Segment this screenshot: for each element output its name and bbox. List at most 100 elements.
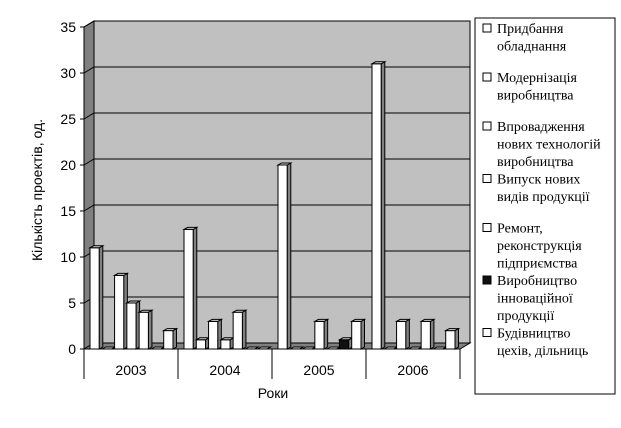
bar-top	[161, 328, 179, 332]
bar-group	[161, 327, 179, 350]
legend-item: Випуск нових видів продукції	[482, 173, 590, 205]
y-tick-label: 5	[68, 295, 76, 311]
bar	[420, 320, 431, 350]
bar	[195, 339, 207, 350]
bar	[89, 247, 100, 350]
y-axis-title: Кількість проектів, од.	[29, 119, 45, 261]
bar	[163, 330, 174, 350]
bar-side	[98, 244, 104, 350]
bar-side	[429, 318, 435, 350]
bar-top	[137, 309, 154, 313]
legend-label: обладнання	[497, 40, 567, 55]
legend-label: продукції	[497, 309, 554, 324]
y-tick-label: 0	[68, 341, 76, 357]
chart-walls	[82, 20, 472, 350]
bar	[126, 302, 137, 350]
y-tick-label: 20	[60, 157, 76, 173]
gridline	[83, 204, 470, 212]
bar-top	[112, 272, 130, 276]
bar-group	[419, 318, 436, 350]
legend-label: підприємства	[497, 257, 578, 272]
legend-item: Будівництво цехів, дільниць	[482, 327, 588, 359]
x-tick-label: 2005	[303, 362, 334, 378]
bar	[338, 339, 350, 350]
bar-group	[194, 336, 211, 350]
bar-group	[88, 244, 105, 350]
legend-label: Впровадження	[497, 120, 585, 135]
bar-group	[218, 336, 236, 350]
bar-top	[276, 162, 293, 166]
bar-top	[394, 318, 412, 322]
legend-swatch	[482, 174, 492, 183]
bar	[220, 339, 231, 350]
legend-label: Придбання	[497, 22, 564, 37]
bar-side	[147, 309, 153, 350]
legend-label: Будівництво	[497, 327, 571, 342]
bar-group	[182, 226, 199, 350]
legend-swatch	[482, 121, 492, 131]
bar-top	[182, 226, 199, 230]
legend-label: Випуск нових	[497, 173, 580, 188]
bar-side	[241, 309, 247, 350]
legend-label: Ремонт,	[497, 222, 543, 237]
y-tick-label: 15	[60, 203, 76, 219]
legend-item: Модернізація виробництва	[482, 71, 578, 104]
bar-side	[454, 327, 459, 350]
legend-item: Ремонт, реконструкція підприємства	[482, 222, 582, 272]
legend-label: цехів, дільниць	[497, 344, 588, 359]
bar	[314, 320, 325, 350]
bar-side	[192, 226, 198, 350]
gridline	[83, 66, 470, 74]
bar	[445, 330, 456, 350]
y-tick-label: 35	[60, 19, 76, 35]
bar-group	[137, 309, 154, 350]
gridline	[83, 20, 470, 28]
bar-group	[337, 336, 355, 350]
legend-label: інноваційної	[497, 292, 573, 307]
bar	[183, 228, 194, 350]
bar-side	[360, 318, 365, 350]
legend-swatch	[482, 328, 492, 337]
x-tick-label: 2003	[115, 362, 146, 378]
bar-group	[443, 327, 461, 350]
bar	[351, 320, 362, 350]
bar-side	[286, 162, 292, 350]
legend-label: реконструкція	[497, 239, 582, 254]
bar	[138, 311, 149, 350]
legend-label: виробництва	[497, 89, 574, 104]
legend: Придбання обладнання Модернізація виробницт…	[474, 17, 616, 395]
legend-item: Впровадження нових технологій виробництва	[482, 120, 601, 170]
bar	[208, 320, 219, 350]
legend-item: Придбання обладнання	[482, 22, 567, 55]
bar-group	[276, 162, 293, 350]
bar-group	[349, 318, 367, 350]
bar-group	[312, 318, 330, 350]
bar	[232, 311, 243, 350]
y-tick-label: 10	[60, 249, 76, 265]
bar	[277, 164, 288, 350]
bar-group	[124, 300, 142, 350]
legend-label: нових технологій	[497, 138, 601, 153]
bar-top	[88, 245, 105, 249]
legend-swatch	[482, 23, 492, 33]
bar-top	[312, 318, 330, 322]
bar-side	[380, 60, 386, 350]
legend-swatch	[482, 223, 492, 232]
bar-group	[370, 60, 387, 350]
bar-group	[231, 309, 248, 350]
legend-swatch	[482, 72, 492, 82]
gridline	[83, 112, 470, 120]
x-axis-title: Роки	[258, 385, 288, 401]
legend-label: Виробництво	[497, 274, 577, 289]
legend-label: виробництва	[497, 155, 574, 170]
y-tick-label: 30	[60, 65, 76, 81]
bar-top	[443, 328, 461, 332]
x-tick-label: 2006	[397, 362, 428, 378]
bar-side	[323, 318, 329, 350]
bar	[371, 63, 382, 350]
bar	[114, 274, 125, 350]
bar-top	[206, 318, 224, 322]
bar-group	[394, 318, 412, 350]
